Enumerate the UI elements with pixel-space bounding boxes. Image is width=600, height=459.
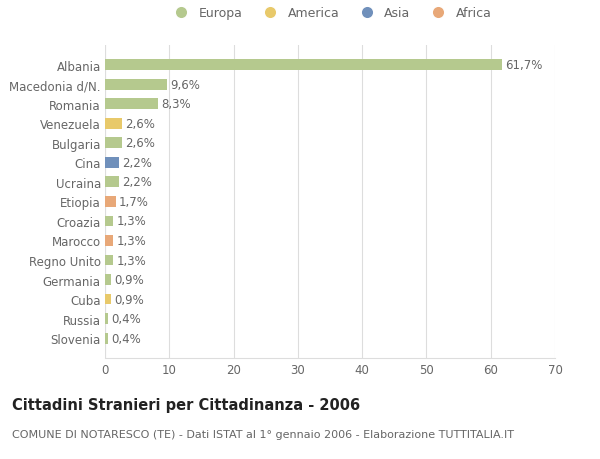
Bar bbox=[105, 196, 116, 207]
Text: 0,4%: 0,4% bbox=[111, 313, 140, 325]
Bar bbox=[105, 294, 111, 305]
Bar bbox=[105, 274, 111, 285]
Text: 1,7%: 1,7% bbox=[119, 196, 149, 208]
Text: 1,3%: 1,3% bbox=[116, 254, 146, 267]
Bar bbox=[105, 333, 107, 344]
Text: 0,4%: 0,4% bbox=[111, 332, 140, 345]
Bar bbox=[105, 138, 122, 149]
Bar bbox=[105, 60, 502, 71]
Bar bbox=[105, 216, 113, 227]
Bar bbox=[105, 118, 122, 129]
Text: 2,2%: 2,2% bbox=[122, 157, 152, 169]
Text: 2,2%: 2,2% bbox=[122, 176, 152, 189]
Bar bbox=[105, 79, 167, 90]
Bar bbox=[105, 99, 158, 110]
Text: 61,7%: 61,7% bbox=[505, 59, 542, 72]
Text: 1,3%: 1,3% bbox=[116, 235, 146, 247]
Bar bbox=[105, 157, 119, 168]
Bar bbox=[105, 313, 107, 325]
Text: 2,6%: 2,6% bbox=[125, 137, 155, 150]
Text: 9,6%: 9,6% bbox=[170, 78, 200, 91]
Bar bbox=[105, 255, 113, 266]
Text: 1,3%: 1,3% bbox=[116, 215, 146, 228]
Bar bbox=[105, 235, 113, 246]
Text: Cittadini Stranieri per Cittadinanza - 2006: Cittadini Stranieri per Cittadinanza - 2… bbox=[12, 397, 360, 412]
Text: 0,9%: 0,9% bbox=[114, 274, 144, 286]
Text: 0,9%: 0,9% bbox=[114, 293, 144, 306]
Legend: Europa, America, Asia, Africa: Europa, America, Asia, Africa bbox=[164, 2, 496, 25]
Text: 8,3%: 8,3% bbox=[161, 98, 191, 111]
Text: 2,6%: 2,6% bbox=[125, 118, 155, 130]
Text: COMUNE DI NOTARESCO (TE) - Dati ISTAT al 1° gennaio 2006 - Elaborazione TUTTITAL: COMUNE DI NOTARESCO (TE) - Dati ISTAT al… bbox=[12, 429, 514, 439]
Bar bbox=[105, 177, 119, 188]
